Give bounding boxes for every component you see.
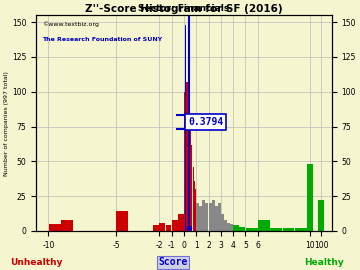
Bar <box>233 225 239 231</box>
Bar <box>194 181 195 231</box>
Bar <box>195 189 196 231</box>
Bar <box>212 200 215 231</box>
Bar <box>283 228 294 231</box>
Bar <box>185 25 186 231</box>
Bar <box>193 167 194 231</box>
Bar <box>318 200 324 231</box>
Bar <box>184 92 185 231</box>
Bar <box>239 227 246 231</box>
Bar <box>221 214 224 231</box>
Text: ©www.textbiz.org: ©www.textbiz.org <box>42 22 99 27</box>
Bar <box>270 228 282 231</box>
Bar <box>307 164 313 231</box>
Bar <box>186 82 188 231</box>
Bar <box>202 200 206 231</box>
Bar <box>295 228 307 231</box>
Text: Sector: Financials: Sector: Financials <box>138 4 230 13</box>
Bar <box>172 220 177 231</box>
Text: Unhealthy: Unhealthy <box>10 258 62 267</box>
Bar <box>246 228 252 231</box>
Bar <box>199 206 202 231</box>
Bar <box>230 224 233 231</box>
Bar <box>188 75 189 231</box>
Bar <box>166 225 171 231</box>
Bar <box>159 222 165 231</box>
Text: The Research Foundation of SUNY: The Research Foundation of SUNY <box>42 37 162 42</box>
Bar <box>258 220 270 231</box>
Text: Score: Score <box>158 257 188 267</box>
Bar <box>206 203 208 231</box>
Bar <box>190 114 191 231</box>
Text: 0.3794: 0.3794 <box>188 117 223 127</box>
Bar <box>196 203 199 231</box>
Bar <box>224 220 227 231</box>
Bar <box>116 211 128 231</box>
Bar <box>252 228 258 231</box>
Bar <box>178 214 184 231</box>
Bar <box>61 220 73 231</box>
Bar <box>208 203 212 231</box>
Bar <box>189 103 190 231</box>
Bar <box>153 225 159 231</box>
Title: Z''-Score Histogram for SF (2016): Z''-Score Histogram for SF (2016) <box>85 5 283 15</box>
Bar <box>227 222 230 231</box>
Y-axis label: Number of companies (997 total): Number of companies (997 total) <box>4 71 9 176</box>
Bar <box>215 206 218 231</box>
Bar <box>49 224 60 231</box>
Bar <box>191 145 193 231</box>
Text: Healthy: Healthy <box>304 258 344 267</box>
Bar <box>218 203 221 231</box>
